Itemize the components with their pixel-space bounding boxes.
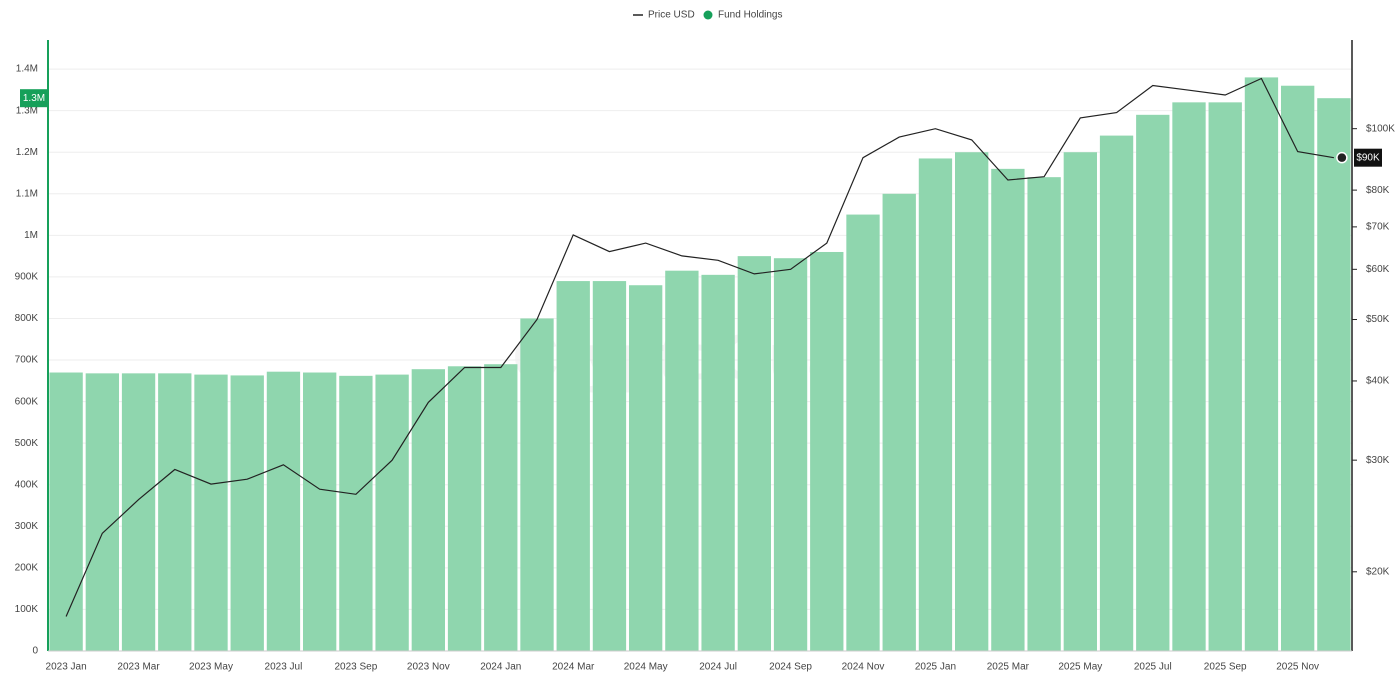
y-tick-label: 1.4M <box>16 64 38 75</box>
bar <box>810 251 844 651</box>
bar <box>556 281 590 651</box>
bar <box>846 214 880 652</box>
x-tick-label: 2024 May <box>624 662 668 673</box>
current-holdings-box <box>20 89 48 108</box>
legend-swatch <box>703 10 713 20</box>
bar <box>266 371 301 651</box>
current-price-box <box>1354 148 1382 167</box>
bar <box>918 158 953 652</box>
bar <box>1244 77 1279 652</box>
y2-tick-label: $70K <box>1366 222 1390 233</box>
y-tick-label: 0 <box>32 646 38 657</box>
x-tick-label: 2025 Jul <box>1134 662 1172 673</box>
y2-tick-label: $20K <box>1366 566 1390 577</box>
bar <box>592 281 627 651</box>
x-tick-label: 2025 Jan <box>915 662 956 673</box>
bar <box>49 372 83 651</box>
bar <box>882 193 916 651</box>
bar <box>1317 98 1351 651</box>
bar <box>1281 85 1315 652</box>
x-tick-label: 2024 Mar <box>552 662 595 673</box>
x-tick-label: 2024 Jul <box>699 662 737 673</box>
y-tick-label: 900K <box>15 272 39 283</box>
legend-label: Fund Holdings <box>718 10 782 21</box>
bar <box>773 258 808 651</box>
y2-tick-label: $60K <box>1366 264 1390 275</box>
price-line <box>65 77 1334 617</box>
y-tick-label: 800K <box>15 313 39 324</box>
x-tick-label: 2024 Nov <box>842 662 885 673</box>
bar <box>484 364 518 651</box>
bar <box>1099 135 1134 651</box>
bar <box>991 168 1025 651</box>
y-tick-label: 1.2M <box>16 147 38 158</box>
y-tick-label: 400K <box>15 479 39 490</box>
x-tick-label: 2025 Sep <box>1204 662 1247 673</box>
y-tick-label: 700K <box>15 355 39 366</box>
x-tick-label: 2025 May <box>1058 662 1102 673</box>
legend: Price USD Fund Holdings <box>633 10 782 21</box>
bar <box>303 372 337 651</box>
x-tick-label: 2025 Nov <box>1276 662 1319 673</box>
x-tick-label: 2023 Mar <box>117 662 160 673</box>
bar <box>121 373 156 651</box>
y-tick-label: 1.3M <box>16 105 38 116</box>
y-tick-label: 500K <box>15 438 39 449</box>
y2-tick-label: $30K <box>1366 455 1390 466</box>
bar <box>447 366 482 651</box>
bar <box>230 375 264 651</box>
y2-tick-label: $50K <box>1366 314 1390 325</box>
bar <box>375 374 409 651</box>
y-tick-label: 600K <box>15 396 39 407</box>
bar <box>85 373 119 651</box>
x-tick-label: 2023 Jan <box>46 662 87 673</box>
y-tick-label: 300K <box>15 521 39 532</box>
x-tick-label: 2023 Jul <box>265 662 303 673</box>
bar <box>158 373 192 651</box>
current-holdings-label: 1.3M <box>23 93 45 104</box>
x-tick-label: 2024 Jan <box>480 662 521 673</box>
bar <box>1172 102 1206 652</box>
x-tick-label: 2025 Mar <box>987 662 1030 673</box>
current-price-label: $90K <box>1356 152 1380 163</box>
y-tick-label: 1M <box>24 230 38 241</box>
y2-tick-label: $100K <box>1366 123 1395 134</box>
bar <box>194 374 228 651</box>
x-tick-label: 2023 Nov <box>407 662 450 673</box>
x-tick-label: 2023 May <box>189 662 233 673</box>
bar <box>629 285 663 651</box>
y2-tick-label: $40K <box>1366 376 1390 387</box>
y-tick-label: 200K <box>15 563 39 574</box>
bar <box>737 256 771 651</box>
x-tick-label: 2023 Sep <box>334 662 377 673</box>
bar <box>955 152 989 651</box>
current-price-dot <box>1336 151 1348 164</box>
bar <box>339 375 373 651</box>
x-tick-label: 2024 Sep <box>769 662 812 673</box>
bar <box>411 369 445 651</box>
y-tick-label: 1.1M <box>16 188 38 199</box>
bar <box>1063 152 1097 651</box>
bar <box>1208 102 1242 652</box>
y-tick-label: 100K <box>15 604 39 615</box>
bar <box>665 270 699 651</box>
bar <box>1136 114 1170 651</box>
bar <box>1027 177 1061 651</box>
bar <box>520 318 554 651</box>
bar <box>701 274 735 651</box>
y2-tick-label: $80K <box>1366 185 1390 196</box>
legend-label: Price USD <box>648 10 695 21</box>
